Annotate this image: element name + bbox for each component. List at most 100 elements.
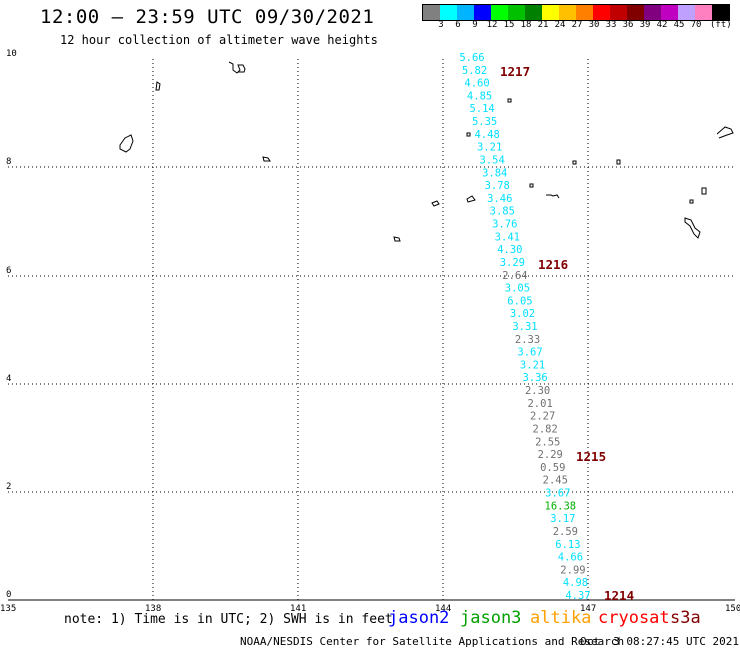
legend-label: 18 xyxy=(520,20,532,30)
island-outline xyxy=(466,195,476,203)
legend-swatch xyxy=(559,5,576,20)
island-outline xyxy=(228,61,246,74)
swh-value: 2.33 xyxy=(515,334,540,346)
satellite-label: s3a xyxy=(670,608,701,628)
island-outline xyxy=(393,236,401,242)
island-outline xyxy=(262,156,271,162)
legend-label: 27 xyxy=(571,20,583,30)
legend-swatch xyxy=(525,5,542,20)
legend-label: 33 xyxy=(605,20,617,30)
island-outline xyxy=(616,159,621,165)
legend-swatch xyxy=(542,5,559,20)
satellite-label: jason3 xyxy=(460,608,522,628)
swh-value: 3.17 xyxy=(550,513,575,525)
swh-value: 3.54 xyxy=(480,154,505,166)
swh-value: 3.76 xyxy=(492,219,517,231)
swh-value: 3.85 xyxy=(490,206,515,218)
y-tick-label: 8 xyxy=(6,157,12,167)
pass-number: 1214 xyxy=(604,588,634,603)
x-tick-label: 141 xyxy=(290,604,307,614)
island-outline xyxy=(716,126,734,139)
swh-value: 3.78 xyxy=(485,180,510,192)
legend-label: 9 xyxy=(472,20,478,30)
legend-swatch xyxy=(695,5,712,20)
legend-swatch xyxy=(678,5,695,20)
y-tick-label: 6 xyxy=(6,266,12,276)
swh-value: 3.05 xyxy=(505,283,530,295)
wave-height-values: 5.665.824.604.855.145.354.483.213.543.84… xyxy=(459,52,590,602)
legend-swatch xyxy=(661,5,678,20)
swh-value: 4.30 xyxy=(497,244,522,256)
island-outline xyxy=(701,187,707,195)
island-outline xyxy=(684,217,701,239)
legend-swatch xyxy=(423,5,440,20)
legend-label: 6 xyxy=(455,20,461,30)
swh-value: 4.48 xyxy=(474,129,499,141)
legend-label: 30 xyxy=(588,20,600,30)
swh-value: 3.02 xyxy=(510,308,535,320)
swh-value: 3.21 xyxy=(520,359,545,371)
x-tick-label: 147 xyxy=(580,604,597,614)
swh-value: 16.38 xyxy=(545,500,577,512)
legend-label: 15 xyxy=(503,20,515,30)
legend-label: (ft) xyxy=(710,20,732,30)
satellite-label: altika xyxy=(530,608,592,628)
swh-value: 4.98 xyxy=(563,577,588,589)
legend-swatch xyxy=(508,5,525,20)
legend-swatch xyxy=(440,5,457,20)
x-tick-label: 144 xyxy=(435,604,452,614)
swh-value: 4.60 xyxy=(464,78,489,90)
swh-value: 2.45 xyxy=(543,475,568,487)
x-tick-label: 138 xyxy=(145,604,162,614)
legend-swatch xyxy=(593,5,610,20)
legend-label: 45 xyxy=(673,20,685,30)
swh-value: 6.05 xyxy=(507,295,532,307)
legend-swatch xyxy=(576,5,593,20)
swh-value: 3.67 xyxy=(517,347,542,359)
satellite-label: jason2 xyxy=(388,608,450,628)
pass-number: 1215 xyxy=(576,449,606,464)
color-legend-labels: 3 6 9 12 15 18 21 24 27 30 33 36 39 42 45 70 (ft) xyxy=(424,20,736,32)
x-tick-label: 135 xyxy=(0,604,17,614)
swh-value: 5.35 xyxy=(472,116,497,128)
legend-swatch xyxy=(491,5,508,20)
legend-swatch xyxy=(610,5,627,20)
footer-note: note: 1) Time is in UTC; 2) SWH is in fe… xyxy=(64,612,393,627)
legend-swatch xyxy=(627,5,644,20)
swh-value: 2.01 xyxy=(527,398,552,410)
swh-value: 5.66 xyxy=(459,52,484,64)
swh-value: 3.41 xyxy=(495,231,520,243)
y-tick-label: 4 xyxy=(6,374,12,384)
island-outline xyxy=(431,200,440,207)
y-tick-label: 10 xyxy=(6,49,17,59)
legend-swatch xyxy=(457,5,474,20)
island-outline xyxy=(155,81,161,91)
legend-label: 42 xyxy=(656,20,668,30)
satellite-label: cryosat xyxy=(598,608,670,628)
swh-value: 2.82 xyxy=(533,423,558,435)
swh-value: 3.31 xyxy=(512,321,537,333)
island-outline xyxy=(119,134,134,153)
island-outline xyxy=(507,98,512,103)
swh-value: 2.55 xyxy=(535,436,560,448)
swh-value: 6.13 xyxy=(555,539,580,551)
x-tick-label: 150 xyxy=(725,604,740,614)
credit-text: NOAA/NESDIS Center for Satellite Applica… xyxy=(240,635,625,648)
swh-value: 4.37 xyxy=(565,590,590,602)
swh-value: 4.85 xyxy=(467,90,492,102)
legend-swatch xyxy=(474,5,491,20)
swh-value: 2.27 xyxy=(530,411,555,423)
island-outline xyxy=(689,199,694,204)
legend-label: 12 xyxy=(486,20,498,30)
swh-value: 0.59 xyxy=(540,462,565,474)
island-outline xyxy=(529,183,534,188)
color-legend xyxy=(422,4,730,21)
pass-number: 1216 xyxy=(538,257,568,272)
legend-label: 21 xyxy=(537,20,549,30)
page-title: 12:00 – 23:59 UTC 09/30/2021 xyxy=(40,6,375,28)
legend-label: 70 xyxy=(690,20,702,30)
island-outline xyxy=(572,160,577,165)
legend-swatch xyxy=(712,5,729,20)
legend-label: 39 xyxy=(639,20,651,30)
